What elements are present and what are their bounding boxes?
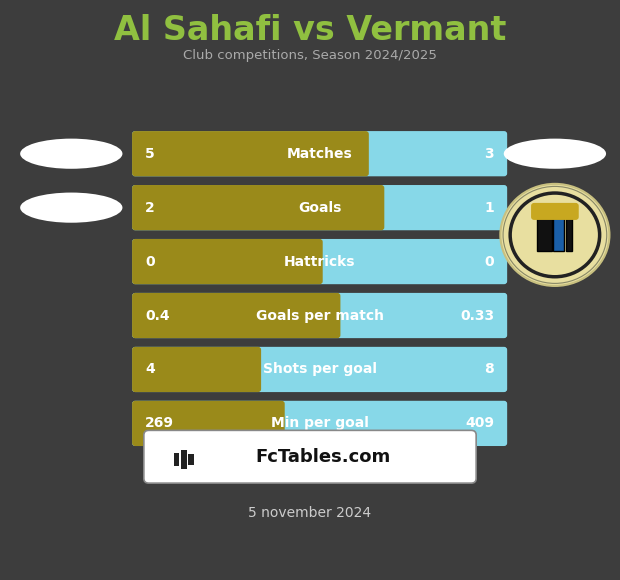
FancyBboxPatch shape <box>132 347 261 392</box>
FancyBboxPatch shape <box>132 293 340 338</box>
Circle shape <box>500 184 609 286</box>
Text: 4: 4 <box>145 362 155 376</box>
Text: Min per goal: Min per goal <box>271 416 368 430</box>
Text: Shots per goal: Shots per goal <box>263 362 376 376</box>
FancyBboxPatch shape <box>565 218 572 252</box>
Text: Al Sahafi vs Vermant: Al Sahafi vs Vermant <box>114 14 506 48</box>
FancyBboxPatch shape <box>132 401 507 446</box>
Text: 3: 3 <box>484 147 494 161</box>
FancyBboxPatch shape <box>132 293 507 338</box>
FancyBboxPatch shape <box>132 185 384 230</box>
Bar <box>188 455 194 465</box>
Text: Matches: Matches <box>286 147 353 161</box>
Text: 0: 0 <box>145 255 155 269</box>
FancyBboxPatch shape <box>536 218 552 252</box>
Text: 0.33: 0.33 <box>460 309 494 322</box>
Text: 5 november 2024: 5 november 2024 <box>249 506 371 520</box>
Ellipse shape <box>503 139 606 169</box>
Text: 269: 269 <box>145 416 174 430</box>
Text: 8: 8 <box>484 362 494 376</box>
Text: FcTables.com: FcTables.com <box>255 448 391 466</box>
Text: 2: 2 <box>145 201 155 215</box>
Text: Goals per match: Goals per match <box>255 309 384 322</box>
FancyBboxPatch shape <box>553 218 564 252</box>
Bar <box>174 454 179 466</box>
FancyBboxPatch shape <box>132 347 507 392</box>
Circle shape <box>510 193 600 277</box>
Ellipse shape <box>20 139 123 169</box>
FancyBboxPatch shape <box>132 185 507 230</box>
Text: 5: 5 <box>145 147 155 161</box>
Text: Goals: Goals <box>298 201 341 215</box>
Text: 0: 0 <box>484 255 494 269</box>
Text: 1: 1 <box>484 201 494 215</box>
FancyBboxPatch shape <box>132 131 507 176</box>
Text: 409: 409 <box>465 416 494 430</box>
FancyBboxPatch shape <box>132 401 285 446</box>
FancyBboxPatch shape <box>132 131 369 176</box>
Text: Club competitions, Season 2024/2025: Club competitions, Season 2024/2025 <box>183 49 437 62</box>
Text: 0.4: 0.4 <box>145 309 170 322</box>
Bar <box>181 450 187 469</box>
FancyBboxPatch shape <box>531 203 578 220</box>
FancyBboxPatch shape <box>144 430 476 483</box>
Ellipse shape <box>20 193 123 223</box>
FancyBboxPatch shape <box>132 239 322 284</box>
FancyBboxPatch shape <box>132 239 507 284</box>
Text: Hattricks: Hattricks <box>284 255 355 269</box>
